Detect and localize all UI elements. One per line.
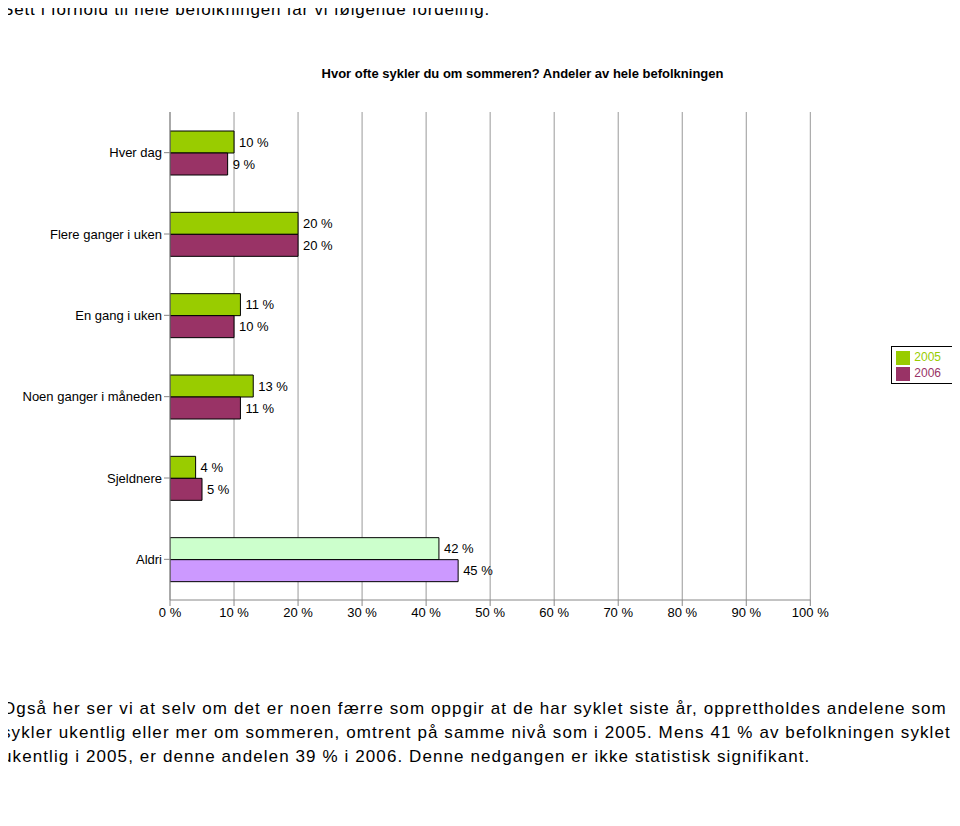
- html-text:2006: 2006: [914, 366, 941, 380]
- svg-text:Flere ganger i uken: Flere ganger i uken: [50, 227, 162, 242]
- svg-text:80 %: 80 %: [667, 605, 697, 620]
- svg-text:90 %: 90 %: [731, 605, 761, 620]
- svg-text:10 %: 10 %: [239, 319, 269, 334]
- svg-text:42 %: 42 %: [444, 541, 474, 556]
- svg-text:60 %: 60 %: [539, 605, 569, 620]
- svg-text:Hver dag: Hver dag: [109, 145, 162, 160]
- svg-text:10 %: 10 %: [239, 135, 269, 150]
- svg-text:Aldri: Aldri: [136, 552, 162, 567]
- svg-text:20 %: 20 %: [283, 605, 313, 620]
- svg-text:30 %: 30 %: [347, 605, 377, 620]
- svg-text:11 %: 11 %: [245, 297, 274, 312]
- svg-text:10 %: 10 %: [219, 605, 249, 620]
- svg-text:13 %: 13 %: [258, 379, 288, 394]
- svg-text:45 %: 45 %: [463, 563, 493, 578]
- svg-text:11 %: 11 %: [245, 401, 274, 416]
- svg-text:20 %: 20 %: [303, 216, 333, 231]
- svg-text:70 %: 70 %: [603, 605, 633, 620]
- svg-text:4 %: 4 %: [201, 460, 224, 475]
- svg-text:40 %: 40 %: [411, 605, 441, 620]
- svg-text:50 %: 50 %: [475, 605, 505, 620]
- html-text:Hvor ofte sykler du om sommere: Hvor ofte sykler du om sommeren? Andeler…: [321, 66, 724, 81]
- svg-text:En gang i uken: En gang i uken: [75, 308, 162, 323]
- svg-text:0 %: 0 %: [159, 605, 182, 620]
- html-text:Sett i forhold til hele befolk: Sett i forhold til hele befolkningen får…: [2, 0, 490, 19]
- html-text:2005: 2005: [914, 350, 941, 364]
- svg-text:20 %: 20 %: [303, 238, 333, 253]
- svg-text:5 %: 5 %: [207, 482, 230, 497]
- html-text:Også her ser vi at selv om det: Også her ser vi at selv om det er noen f…: [2, 699, 951, 766]
- svg-text:Sjeldnere: Sjeldnere: [107, 471, 162, 486]
- svg-text:9 %: 9 %: [233, 157, 256, 172]
- svg-text:100 %: 100 %: [792, 605, 829, 620]
- svg-text:Noen ganger i måneden: Noen ganger i måneden: [23, 389, 163, 404]
